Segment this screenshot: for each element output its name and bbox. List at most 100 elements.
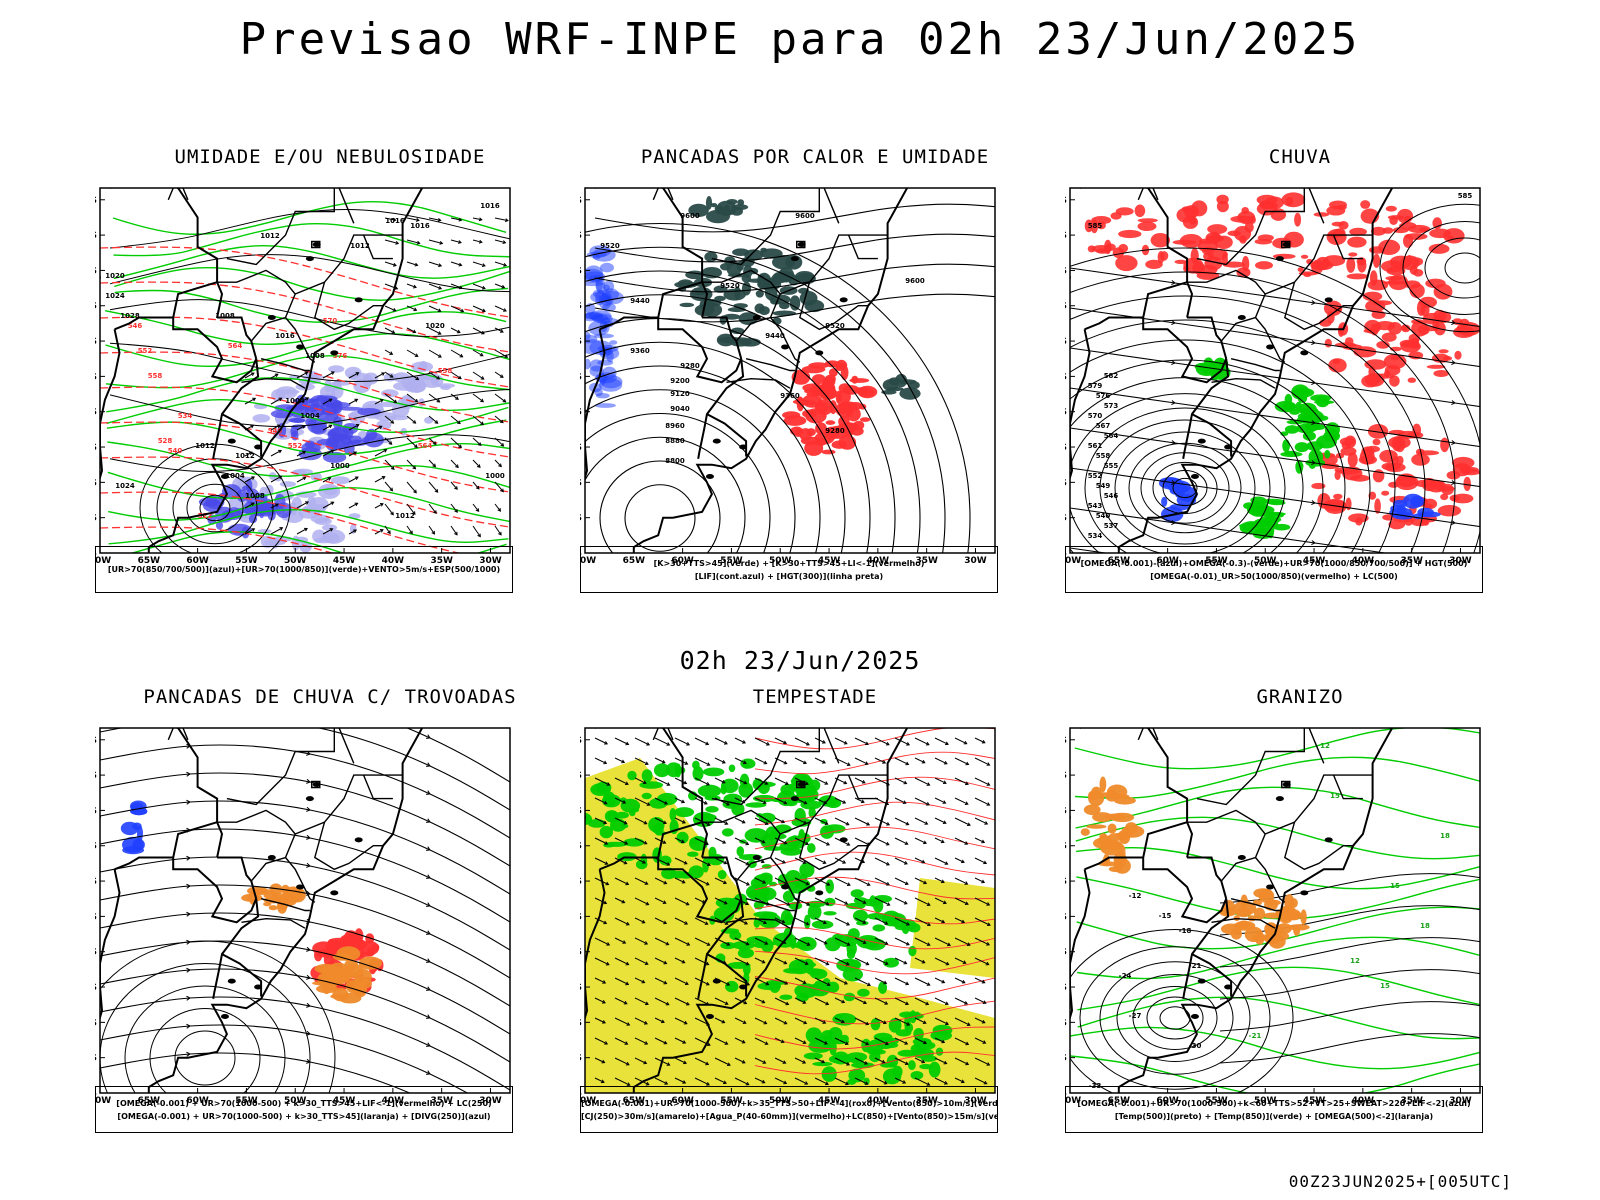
wind-arrowhead [945, 1021, 949, 1026]
rain-area [1426, 364, 1446, 369]
wind-arrowhead [961, 859, 965, 864]
wind-850-area [821, 1030, 834, 1040]
lat-label: 39S [1065, 1054, 1067, 1064]
streamline [100, 912, 510, 1007]
wind-vector [854, 877, 871, 886]
lon-label: 50W [769, 556, 792, 566]
height-500-contour [1084, 407, 1286, 553]
wind-arrowhead [499, 419, 504, 424]
wind-arrowhead [328, 398, 333, 403]
rain-area [1319, 319, 1332, 327]
wind-arrowhead [683, 1060, 687, 1065]
rain-omega-area [1260, 519, 1272, 535]
wind-arrowhead [392, 308, 397, 312]
lat-label: 27S [1065, 912, 1067, 922]
wind-vector [634, 957, 649, 965]
lat-label: 30S [95, 948, 97, 958]
contour-label: -18 [1179, 927, 1192, 935]
wind-850-area [935, 1047, 944, 1056]
wind-arrowhead [966, 942, 971, 946]
contour-label: 558 [148, 372, 163, 380]
wind-vector [754, 797, 767, 804]
wind-850-area [928, 1061, 941, 1078]
lake [330, 890, 339, 896]
wind-arrow [186, 1023, 191, 1029]
wind-arrowhead [476, 464, 481, 468]
wind-vector [794, 877, 809, 886]
wind-arrowhead [379, 529, 384, 533]
rain-area [1084, 219, 1094, 233]
wind-arrowhead [432, 441, 437, 445]
wind-arrowhead [684, 761, 689, 765]
wind-850-area [779, 994, 793, 1000]
wind-850-area [620, 823, 629, 829]
rain-area [1411, 320, 1429, 337]
wind-vector [472, 349, 484, 357]
wind-arrowhead [705, 1061, 710, 1066]
streamline-850 [754, 927, 995, 950]
wind-vector [594, 737, 608, 745]
wind-vector [954, 797, 969, 805]
wind-850-area [722, 828, 734, 837]
wind-arrow [306, 974, 311, 980]
wind-vector [384, 459, 395, 470]
wind-arrowhead [390, 511, 394, 516]
contour-label: 1024 [115, 482, 135, 490]
wind-vector [974, 757, 990, 766]
wind-vector [384, 393, 397, 403]
wind-arrow [1451, 440, 1456, 446]
wind-arrowhead [645, 901, 650, 906]
border-line [1182, 898, 1230, 999]
border-line [1308, 188, 1325, 224]
wind-vector [794, 857, 806, 864]
map-trovoadas: 12S15S18S21S24S27S30S33S36S39S42S70W65W6… [95, 727, 511, 1106]
wind-arrowhead [355, 372, 360, 376]
wind-arrowhead [902, 800, 907, 804]
wind-vector [774, 1017, 787, 1025]
border-line [585, 329, 606, 481]
streamline [1070, 267, 1480, 328]
wind-arrowhead [926, 802, 930, 806]
wind-vector [714, 997, 729, 1005]
wind-arrowhead [986, 1062, 991, 1066]
wind-arrowhead [438, 285, 443, 290]
wind-arrowhead [943, 1060, 948, 1065]
wind-850-area [769, 979, 781, 993]
wind-850-area [908, 945, 917, 957]
contour-label: 573 [1104, 402, 1119, 410]
streamline-loop [124, 985, 286, 1093]
rain-area [1145, 259, 1163, 269]
humidity-contour [129, 531, 507, 553]
lat-label: 36S [95, 478, 97, 488]
wind-arrow [425, 958, 431, 963]
wind-arrowhead [411, 511, 416, 516]
border-line [1137, 728, 1159, 741]
wind-arrowhead [705, 981, 710, 986]
wind-vector [914, 777, 930, 786]
wind-arrowhead [458, 262, 463, 267]
wind-vector [472, 327, 485, 335]
legend-line: [OMEGA(-0.001)+UR>70(1000-500)+k<60+TTS>… [1077, 1098, 1471, 1108]
map-layers: 121518-12-15-18-21-24-27-30-331215-21181… [1070, 728, 1480, 1093]
humidity-mid-area [330, 476, 350, 485]
valid-time-title: 02h 23/Jun/2025 [679, 646, 921, 675]
wind-850-area [721, 778, 739, 794]
wind-arrowhead [480, 376, 485, 380]
instability-strong-area [846, 406, 861, 422]
lat-label: 33S [580, 983, 582, 993]
border-line [697, 898, 745, 999]
panel-trovoadas: PANCADAS DE CHUVA C/ TROVOADAS 12S15S18S… [90, 686, 570, 1166]
wind-vector [594, 837, 608, 845]
lifted-index-contour [585, 358, 591, 370]
wind-arrowhead [503, 262, 508, 267]
border-line [217, 856, 258, 899]
contour-label: 18 [1420, 922, 1430, 930]
wind-arrowhead [927, 922, 931, 927]
wind-vector [594, 937, 610, 946]
instability-area [738, 312, 759, 325]
rain-area [1446, 470, 1461, 480]
instability-area [701, 267, 722, 279]
omega-500-area [1106, 784, 1128, 800]
wind-vector [974, 877, 985, 883]
wind-vector [472, 525, 481, 537]
